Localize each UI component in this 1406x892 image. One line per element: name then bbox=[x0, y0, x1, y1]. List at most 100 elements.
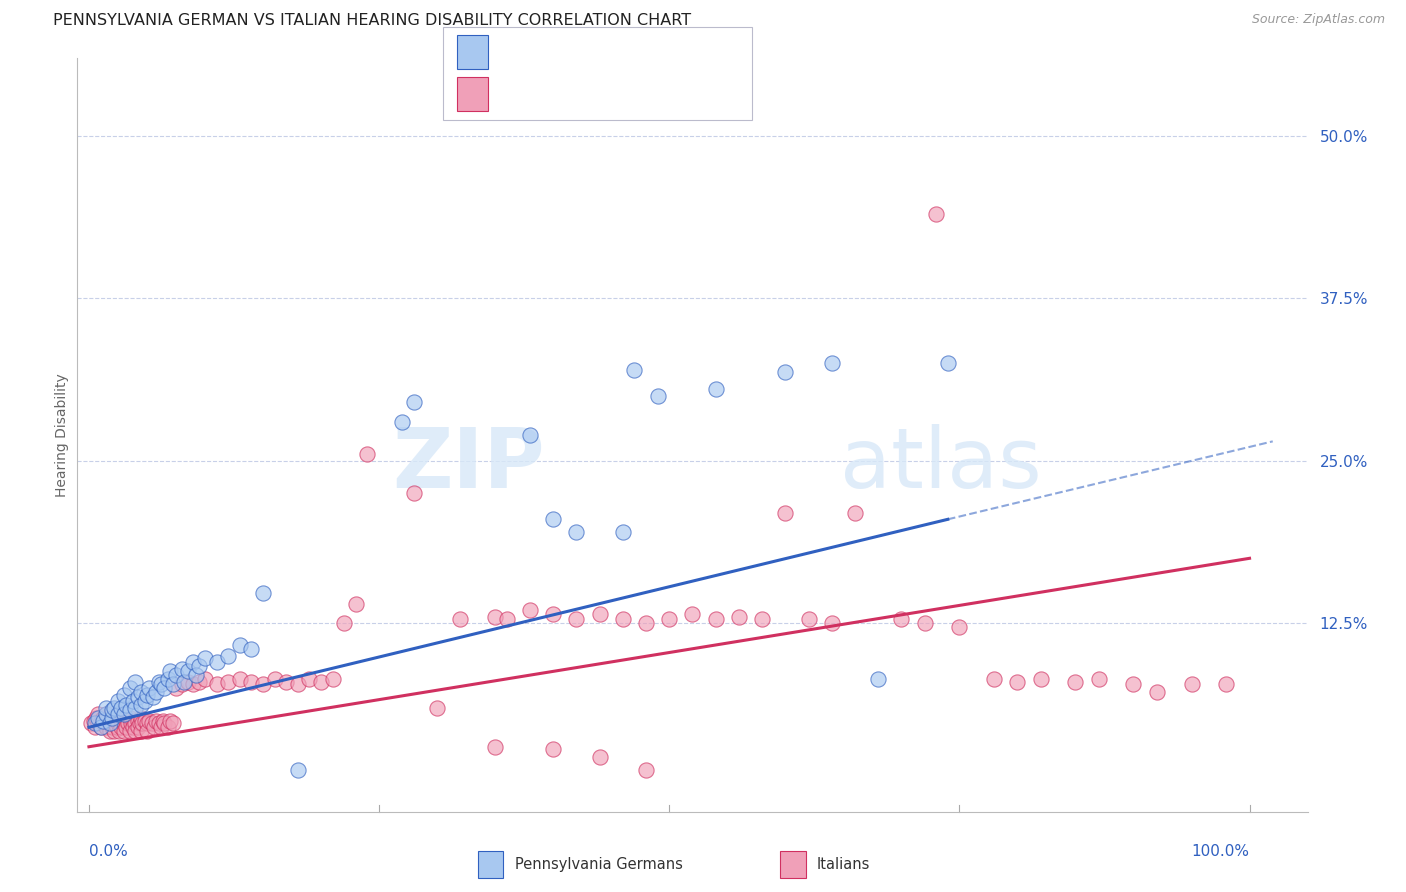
Point bbox=[402, 395, 425, 409]
Point bbox=[101, 703, 124, 717]
Point bbox=[704, 612, 727, 626]
Point bbox=[91, 714, 114, 728]
Text: PENNSYLVANIA GERMAN VS ITALIAN HEARING DISABILITY CORRELATION CHART: PENNSYLVANIA GERMAN VS ITALIAN HEARING D… bbox=[53, 13, 692, 29]
Point bbox=[110, 700, 132, 714]
Point bbox=[107, 716, 129, 731]
Point bbox=[565, 612, 588, 626]
Point bbox=[252, 677, 274, 691]
Point bbox=[925, 207, 948, 221]
Point bbox=[287, 763, 309, 777]
Point bbox=[136, 688, 159, 702]
Point bbox=[356, 447, 378, 461]
Point bbox=[149, 720, 172, 734]
Point bbox=[153, 681, 176, 696]
Point bbox=[183, 677, 205, 691]
Point bbox=[138, 714, 160, 728]
Point bbox=[890, 612, 912, 626]
Point bbox=[229, 639, 252, 653]
Point bbox=[122, 714, 145, 728]
Point bbox=[634, 763, 657, 777]
Point bbox=[728, 609, 751, 624]
Point bbox=[751, 612, 773, 626]
Point bbox=[170, 677, 193, 691]
Point bbox=[152, 714, 174, 728]
Point bbox=[565, 525, 588, 540]
Point bbox=[647, 389, 669, 403]
Point bbox=[240, 642, 263, 657]
Point bbox=[176, 665, 198, 679]
Point bbox=[634, 616, 657, 631]
Point bbox=[90, 720, 112, 734]
Point bbox=[142, 720, 165, 734]
Text: Italians: Italians bbox=[817, 857, 870, 871]
Point bbox=[90, 720, 112, 734]
Point bbox=[159, 714, 181, 728]
Point bbox=[391, 415, 413, 429]
Point bbox=[96, 707, 118, 722]
Text: R =: R = bbox=[496, 85, 527, 100]
Point bbox=[519, 603, 541, 617]
Point bbox=[94, 714, 117, 728]
Point bbox=[101, 711, 124, 725]
Point bbox=[112, 707, 135, 722]
Point bbox=[124, 674, 146, 689]
Y-axis label: Hearing Disability: Hearing Disability bbox=[55, 373, 69, 497]
Point bbox=[117, 716, 139, 731]
Point bbox=[103, 700, 125, 714]
Point bbox=[110, 714, 132, 728]
Point bbox=[229, 672, 252, 686]
Point bbox=[1007, 674, 1029, 689]
Point bbox=[612, 525, 634, 540]
Point bbox=[541, 512, 564, 526]
Point bbox=[83, 714, 105, 728]
Point bbox=[127, 690, 149, 705]
Point bbox=[1122, 677, 1144, 691]
Point bbox=[105, 714, 128, 728]
Point bbox=[91, 716, 114, 731]
Point bbox=[145, 685, 167, 699]
Point bbox=[96, 720, 118, 734]
Point bbox=[165, 668, 187, 682]
Point bbox=[118, 703, 141, 717]
Point bbox=[138, 681, 160, 696]
Point bbox=[183, 655, 205, 669]
Point bbox=[96, 711, 118, 725]
Point bbox=[115, 714, 138, 728]
Point bbox=[118, 681, 141, 696]
Point bbox=[145, 714, 167, 728]
Point bbox=[107, 711, 129, 725]
Point bbox=[173, 674, 195, 689]
Point bbox=[103, 724, 125, 739]
Point bbox=[162, 677, 184, 691]
Point bbox=[176, 674, 198, 689]
Point bbox=[105, 720, 128, 734]
Point bbox=[103, 716, 125, 731]
Point bbox=[127, 720, 149, 734]
Point bbox=[118, 711, 141, 725]
Point bbox=[110, 720, 132, 734]
Point bbox=[588, 607, 610, 622]
Point bbox=[153, 716, 176, 731]
Point bbox=[96, 700, 118, 714]
Point bbox=[821, 356, 844, 370]
Point bbox=[112, 688, 135, 702]
Text: 67: 67 bbox=[620, 44, 640, 59]
Point bbox=[156, 720, 179, 734]
Text: ZIP: ZIP bbox=[392, 425, 546, 506]
Point bbox=[91, 711, 114, 725]
Point bbox=[821, 616, 844, 631]
Point bbox=[287, 677, 309, 691]
Point bbox=[188, 674, 211, 689]
Point bbox=[704, 383, 727, 397]
Point bbox=[98, 716, 121, 731]
Point bbox=[1146, 685, 1168, 699]
Point bbox=[108, 724, 131, 739]
Point bbox=[134, 714, 156, 728]
Text: atlas: atlas bbox=[841, 425, 1042, 506]
Point bbox=[263, 672, 285, 686]
Point bbox=[120, 716, 142, 731]
Point bbox=[309, 674, 332, 689]
Point bbox=[148, 716, 170, 731]
Point bbox=[775, 366, 797, 380]
Point bbox=[333, 616, 356, 631]
